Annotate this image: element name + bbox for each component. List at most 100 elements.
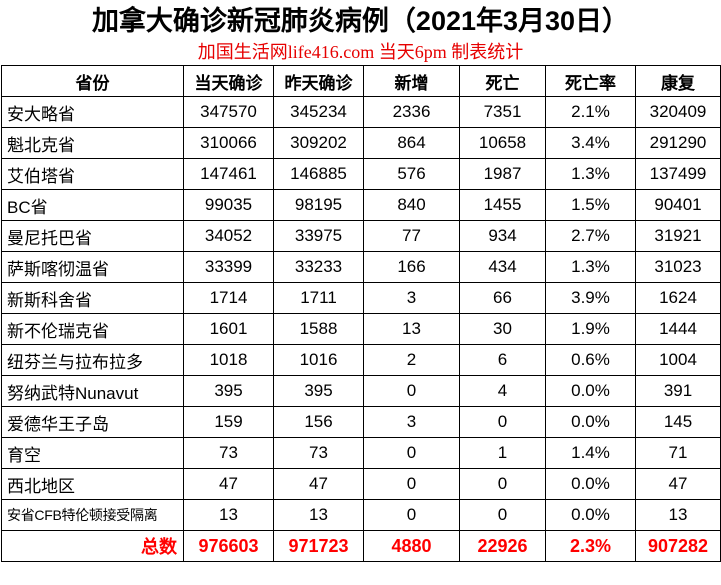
cell-recovered: 1624 [635, 282, 721, 314]
total-recovered: 907282 [635, 530, 721, 562]
cell-death-rate: 2.1% [545, 96, 636, 128]
cell-today-confirmed: 395 [183, 375, 274, 407]
total-label: 总数 [1, 530, 184, 562]
cell-new-cases: 0 [363, 375, 460, 407]
total-deaths: 22926 [459, 530, 546, 562]
cell-death-rate: 0.0% [545, 468, 636, 500]
total-new-cases: 4880 [363, 530, 460, 562]
cell-deaths: 6 [459, 344, 546, 376]
cell-deaths: 0 [459, 406, 546, 438]
cell-province: 育空 [1, 437, 184, 469]
cell-new-cases: 2336 [363, 96, 460, 128]
cell-province: 曼尼托巴省 [1, 220, 184, 252]
cell-yesterday-confirmed: 395 [273, 375, 364, 407]
cell-today-confirmed: 99035 [183, 189, 274, 221]
cell-new-cases: 77 [363, 220, 460, 252]
cell-yesterday-confirmed: 33233 [273, 251, 364, 283]
cell-death-rate: 1.4% [545, 437, 636, 469]
total-death-rate: 2.3% [545, 530, 636, 562]
col-header-today-confirmed: 当天确诊 [183, 65, 274, 97]
cell-yesterday-confirmed: 1016 [273, 344, 364, 376]
total-row: 总数 976603 971723 4880 22926 2.3% 907282 [1, 530, 721, 562]
cell-province: BC省 [1, 189, 184, 221]
cell-today-confirmed: 347570 [183, 96, 274, 128]
cell-death-rate: 3.4% [545, 127, 636, 159]
cell-recovered: 71 [635, 437, 721, 469]
cell-yesterday-confirmed: 47 [273, 468, 364, 500]
cell-death-rate: 1.3% [545, 158, 636, 190]
table-row: 育空 73 73 0 1 1.4% 71 [1, 437, 721, 469]
covid-stats-table: 省份 当天确诊 昨天确诊 新增 死亡 死亡率 康复 安大略省 347570 3452… [1, 65, 721, 562]
cell-death-rate: 1.3% [545, 251, 636, 283]
cell-death-rate: 0.0% [545, 375, 636, 407]
cell-new-cases: 3 [363, 282, 460, 314]
table-row: 爱德华王子岛 159 156 3 0 0.0% 145 [1, 406, 721, 438]
cell-death-rate: 0.0% [545, 406, 636, 438]
cell-new-cases: 0 [363, 499, 460, 531]
cell-deaths: 66 [459, 282, 546, 314]
cell-yesterday-confirmed: 156 [273, 406, 364, 438]
cell-deaths: 30 [459, 313, 546, 345]
header-row: 省份 当天确诊 昨天确诊 新增 死亡 死亡率 康复 [1, 65, 721, 97]
cell-yesterday-confirmed: 309202 [273, 127, 364, 159]
cell-recovered: 391 [635, 375, 721, 407]
cell-new-cases: 864 [363, 127, 460, 159]
table-row: BC省 99035 98195 840 1455 1.5% 90401 [1, 189, 721, 221]
cell-deaths: 0 [459, 499, 546, 531]
cell-yesterday-confirmed: 345234 [273, 96, 364, 128]
cell-province: 安省CFB特伦顿接受隔离 [1, 499, 184, 531]
cell-recovered: 90401 [635, 189, 721, 221]
table-row: 努纳武特Nunavut 395 395 0 4 0.0% 391 [1, 375, 721, 407]
cell-deaths: 10658 [459, 127, 546, 159]
cell-deaths: 1455 [459, 189, 546, 221]
table-row: 西北地区 47 47 0 0 0.0% 47 [1, 468, 721, 500]
table-row: 新不伦瑞克省 1601 1588 13 30 1.9% 1444 [1, 313, 721, 345]
cell-recovered: 1444 [635, 313, 721, 345]
cell-death-rate: 1.9% [545, 313, 636, 345]
cell-today-confirmed: 47 [183, 468, 274, 500]
cell-province: 爱德华王子岛 [1, 406, 184, 438]
table-body: 安大略省 347570 345234 2336 7351 2.1% 320409 魁北克省 31… [1, 96, 721, 531]
cell-province: 艾伯塔省 [1, 158, 184, 190]
cell-new-cases: 0 [363, 437, 460, 469]
cell-yesterday-confirmed: 1588 [273, 313, 364, 345]
total-today-confirmed: 976603 [183, 530, 274, 562]
cell-death-rate: 1.5% [545, 189, 636, 221]
cell-deaths: 4 [459, 375, 546, 407]
cell-province: 萨斯喀彻温省 [1, 251, 184, 283]
cell-province: 纽芬兰与拉布拉多 [1, 344, 184, 376]
table-row: 安大略省 347570 345234 2336 7351 2.1% 320409 [1, 96, 721, 128]
table-row: 魁北克省 310066 309202 864 10658 3.4% 291290 [1, 127, 721, 159]
cell-today-confirmed: 147461 [183, 158, 274, 190]
cell-deaths: 1 [459, 437, 546, 469]
cell-recovered: 145 [635, 406, 721, 438]
cell-today-confirmed: 310066 [183, 127, 274, 159]
total-yesterday-confirmed: 971723 [273, 530, 364, 562]
cell-today-confirmed: 1714 [183, 282, 274, 314]
cell-deaths: 1987 [459, 158, 546, 190]
cell-province: 安大略省 [1, 96, 184, 128]
cell-recovered: 13 [635, 499, 721, 531]
cell-yesterday-confirmed: 13 [273, 499, 364, 531]
cell-deaths: 934 [459, 220, 546, 252]
cell-yesterday-confirmed: 1711 [273, 282, 364, 314]
table-row: 艾伯塔省 147461 146885 576 1987 1.3% 137499 [1, 158, 721, 190]
cell-new-cases: 2 [363, 344, 460, 376]
col-header-province: 省份 [1, 65, 184, 97]
cell-province: 新不伦瑞克省 [1, 313, 184, 345]
cell-recovered: 47 [635, 468, 721, 500]
cell-new-cases: 840 [363, 189, 460, 221]
cell-death-rate: 3.9% [545, 282, 636, 314]
cell-death-rate: 2.7% [545, 220, 636, 252]
cell-death-rate: 0.6% [545, 344, 636, 376]
cell-new-cases: 3 [363, 406, 460, 438]
table-row: 萨斯喀彻温省 33399 33233 166 434 1.3% 31023 [1, 251, 721, 283]
cell-today-confirmed: 1601 [183, 313, 274, 345]
cell-new-cases: 13 [363, 313, 460, 345]
cell-province: 魁北克省 [1, 127, 184, 159]
cell-yesterday-confirmed: 33975 [273, 220, 364, 252]
cell-recovered: 320409 [635, 96, 721, 128]
cell-deaths: 7351 [459, 96, 546, 128]
page-title: 加拿大确诊新冠肺炎病例（2021年3月30日） [91, 6, 630, 36]
